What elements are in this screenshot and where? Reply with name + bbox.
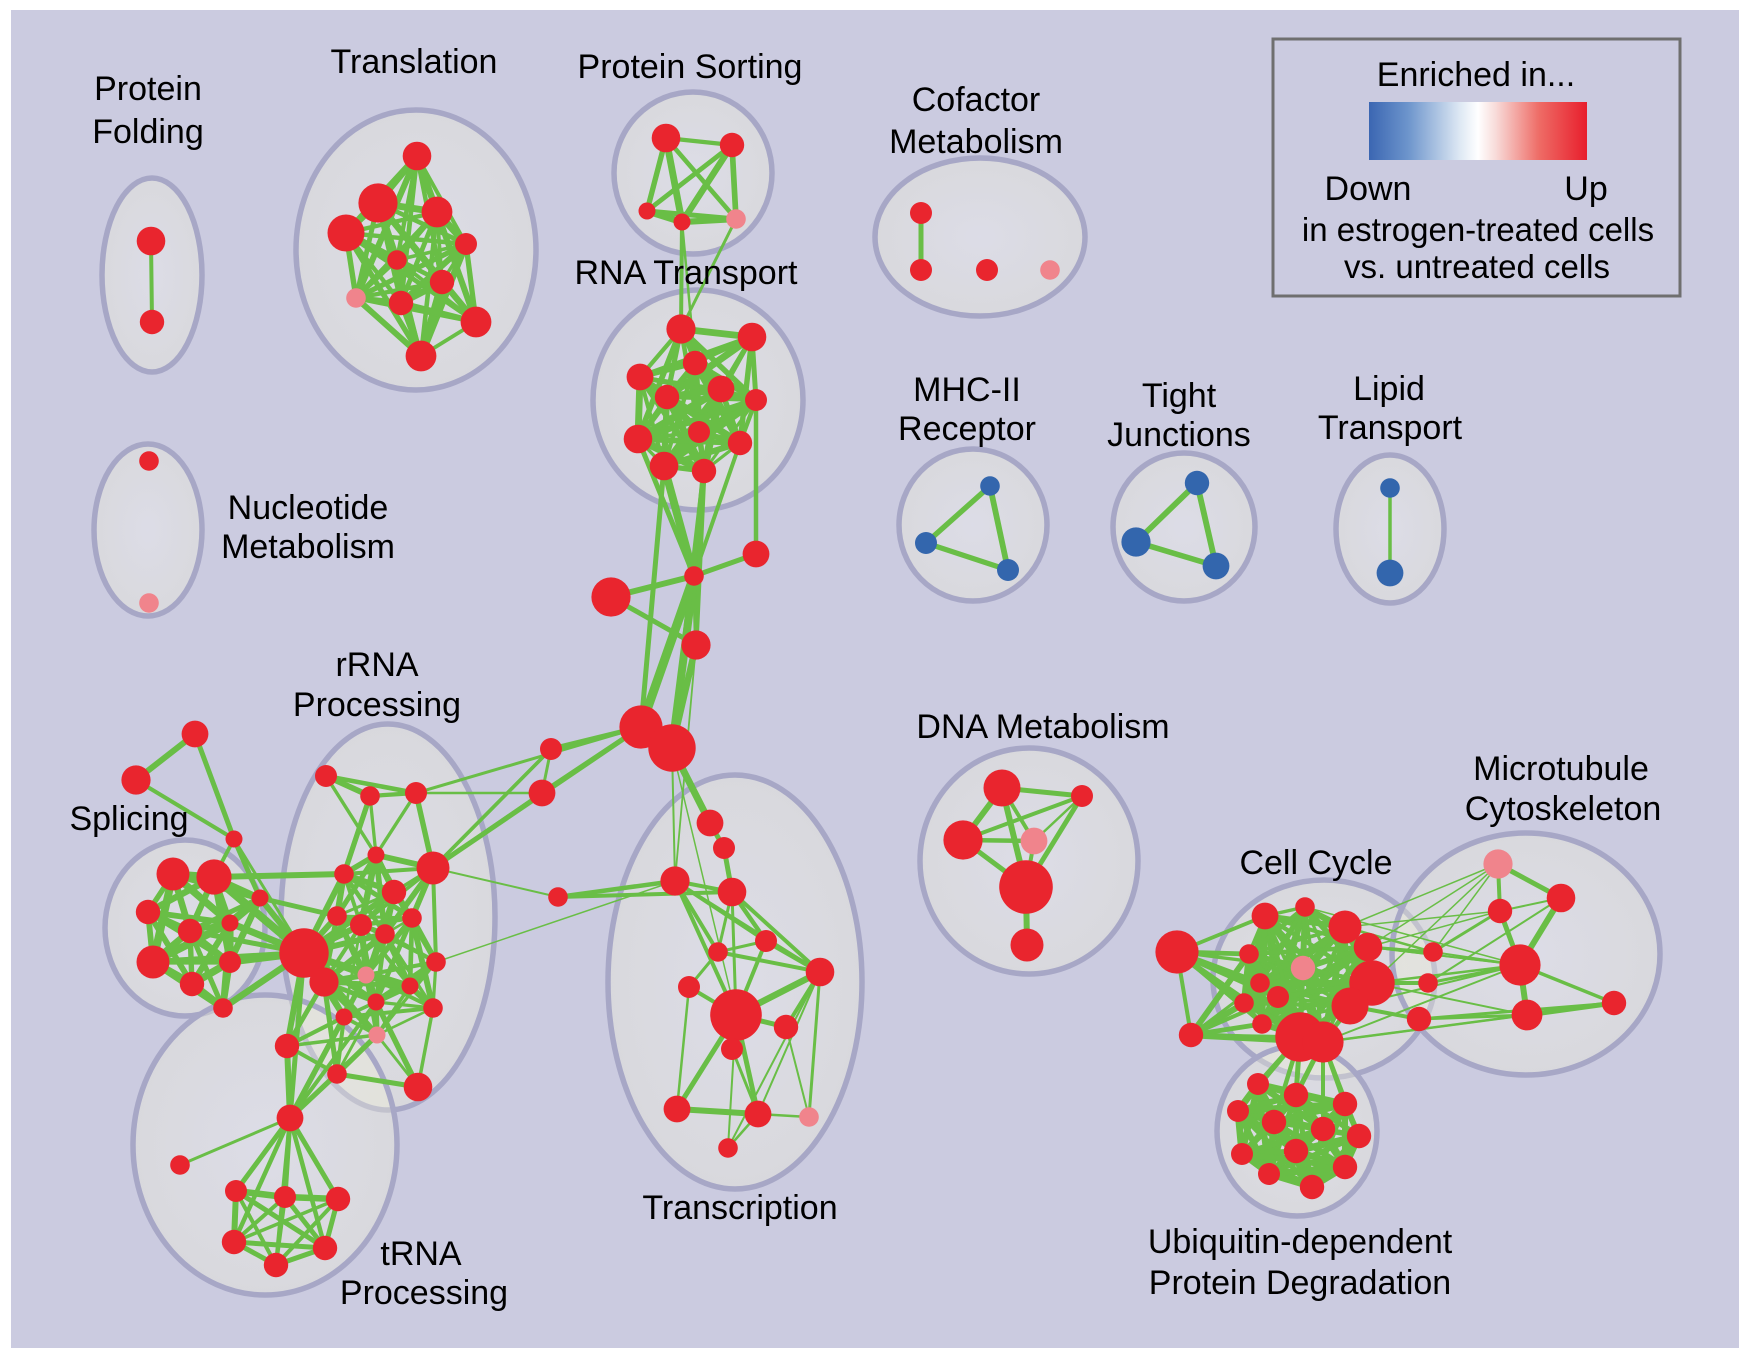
- svg-text:Receptor: Receptor: [898, 410, 1036, 448]
- svg-text:rRNA: rRNA: [335, 646, 418, 684]
- svg-text:Microtubule: Microtubule: [1473, 750, 1649, 788]
- svg-text:Down: Down: [1325, 170, 1412, 208]
- svg-text:Junctions: Junctions: [1107, 416, 1251, 454]
- svg-text:Metabolism: Metabolism: [221, 528, 395, 566]
- svg-text:Transport: Transport: [1318, 409, 1463, 447]
- svg-text:Splicing: Splicing: [69, 800, 188, 838]
- svg-text:RNA Transport: RNA Transport: [575, 254, 799, 292]
- svg-text:Cofactor: Cofactor: [912, 81, 1041, 119]
- svg-text:Tight: Tight: [1142, 377, 1217, 415]
- svg-text:Metabolism: Metabolism: [889, 123, 1063, 161]
- svg-text:Protein: Protein: [94, 70, 202, 108]
- svg-text:DNA Metabolism: DNA Metabolism: [916, 708, 1169, 746]
- svg-text:Up: Up: [1564, 170, 1607, 208]
- svg-text:Nucleotide: Nucleotide: [228, 489, 389, 527]
- svg-text:tRNA: tRNA: [380, 1235, 462, 1273]
- svg-text:Processing: Processing: [293, 686, 461, 724]
- svg-text:Enriched in...: Enriched in...: [1377, 56, 1575, 94]
- svg-text:Protein Sorting: Protein Sorting: [578, 48, 803, 86]
- svg-text:Protein Degradation: Protein Degradation: [1149, 1264, 1451, 1302]
- svg-text:Transcription: Transcription: [642, 1189, 837, 1227]
- svg-text:Folding: Folding: [92, 113, 204, 151]
- svg-text:in estrogen-treated cells: in estrogen-treated cells: [1302, 211, 1654, 248]
- svg-text:MHC-II: MHC-II: [913, 371, 1021, 409]
- svg-text:Processing: Processing: [340, 1274, 508, 1312]
- svg-text:Translation: Translation: [331, 43, 498, 81]
- svg-text:Ubiquitin-dependent: Ubiquitin-dependent: [1148, 1223, 1453, 1261]
- svg-text:Cytoskeleton: Cytoskeleton: [1465, 790, 1662, 828]
- svg-text:Cell Cycle: Cell Cycle: [1239, 844, 1392, 882]
- svg-text:vs. untreated cells: vs. untreated cells: [1344, 248, 1610, 285]
- svg-text:Lipid: Lipid: [1353, 370, 1425, 408]
